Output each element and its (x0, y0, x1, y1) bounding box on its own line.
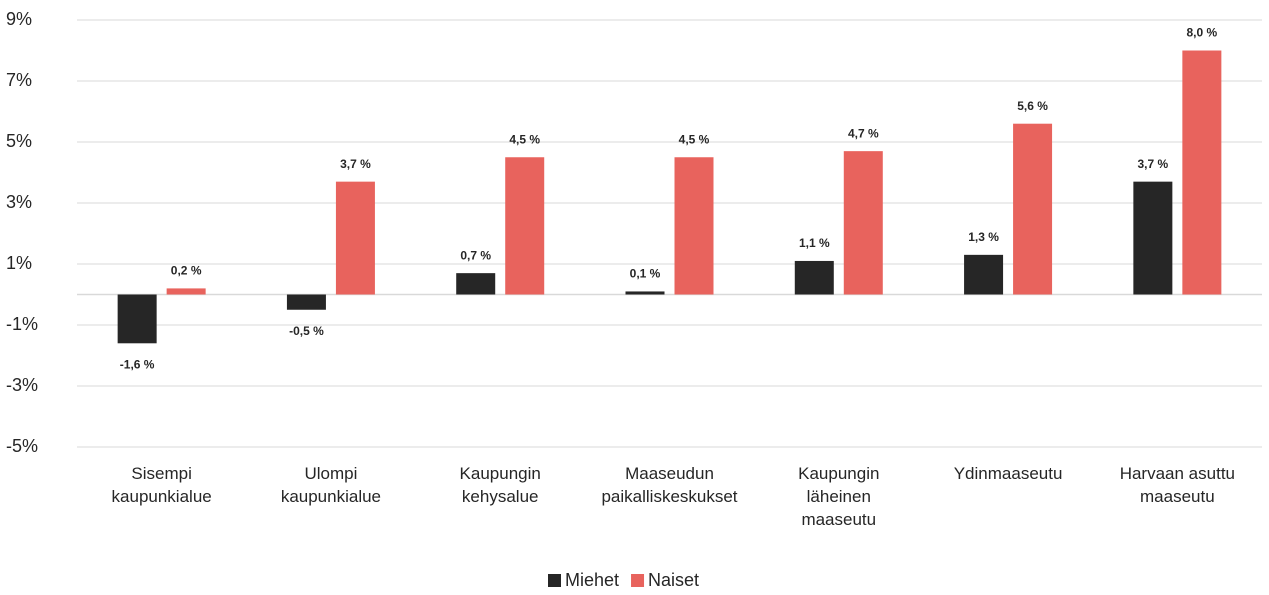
x-tick-line: maaseutu (801, 510, 876, 529)
x-tick-line: kaupunkialue (112, 487, 212, 506)
value-label: 0,7 % (460, 248, 491, 262)
x-tick-line: maaseutu (1140, 487, 1215, 506)
bar (166, 288, 206, 295)
value-label: 4,7 % (848, 126, 879, 140)
bar (1013, 123, 1053, 295)
y-tick-label: 9% (6, 9, 32, 29)
value-label: 8,0 % (1187, 26, 1218, 40)
y-tick-label: 7% (6, 70, 32, 90)
value-label: 1,1 % (799, 236, 830, 250)
value-label: 0,1 % (630, 267, 661, 281)
x-tick-line: paikalliskeskukset (601, 487, 737, 506)
value-label: 1,3 % (968, 230, 999, 244)
value-label: 3,7 % (1138, 157, 1169, 171)
value-label: 3,7 % (340, 157, 371, 171)
bar (625, 291, 665, 295)
legend-label: Naiset (648, 570, 699, 590)
bar (456, 273, 496, 295)
x-tick-line: läheinen (807, 487, 871, 506)
value-label: -1,6 % (120, 357, 155, 371)
x-tick-line: Kaupungin (798, 464, 879, 483)
bar (286, 294, 326, 310)
x-tick-label: Kaupungin läheinen maaseutu (798, 464, 879, 529)
x-tick-label: Harvaan asuttu maaseutu (1120, 464, 1235, 506)
x-tick-line: kehysalue (462, 487, 539, 506)
value-label: -0,5 % (289, 324, 324, 338)
x-tick-label: Ulompi kaupunkialue (281, 464, 381, 506)
x-tick-line: Harvaan asuttu (1120, 464, 1235, 483)
bar (794, 260, 834, 295)
y-tick-label: 5% (6, 131, 32, 151)
y-tick-label: 1% (6, 253, 32, 273)
x-tick-label: Sisempi kaupunkialue (112, 464, 212, 506)
bar (843, 151, 883, 295)
legend-swatch (548, 574, 561, 587)
bar (1182, 50, 1222, 295)
y-tick-label: -3% (6, 375, 38, 395)
bar (674, 157, 714, 295)
y-tick-label: -1% (6, 314, 38, 334)
x-tick-line: Maaseudun (625, 464, 714, 483)
y-tick-label: 3% (6, 192, 32, 212)
x-tick-line: Kaupungin (460, 464, 541, 483)
value-label: 5,6 % (1017, 99, 1048, 113)
bar (505, 157, 545, 295)
x-tick-label: Maaseudun paikalliskeskukset (601, 464, 737, 506)
x-tick-label: Ydinmaaseutu (954, 464, 1063, 483)
bar (964, 254, 1004, 295)
x-tick-line: Sisempi (131, 464, 191, 483)
y-tick-label: -5% (6, 436, 38, 456)
value-label: 4,5 % (509, 132, 540, 146)
x-tick-label: Kaupungin kehysalue (460, 464, 541, 506)
legend-label: Miehet (565, 570, 619, 590)
bar (335, 181, 375, 295)
bar (117, 294, 157, 344)
value-label: 0,2 % (171, 264, 202, 278)
x-tick-line: kaupunkialue (281, 487, 381, 506)
x-tick-line: Ydinmaaseutu (954, 464, 1063, 483)
value-label: 4,5 % (679, 132, 710, 146)
legend-swatch (631, 574, 645, 587)
x-tick-line: Ulompi (304, 464, 357, 483)
bar (1133, 181, 1173, 295)
